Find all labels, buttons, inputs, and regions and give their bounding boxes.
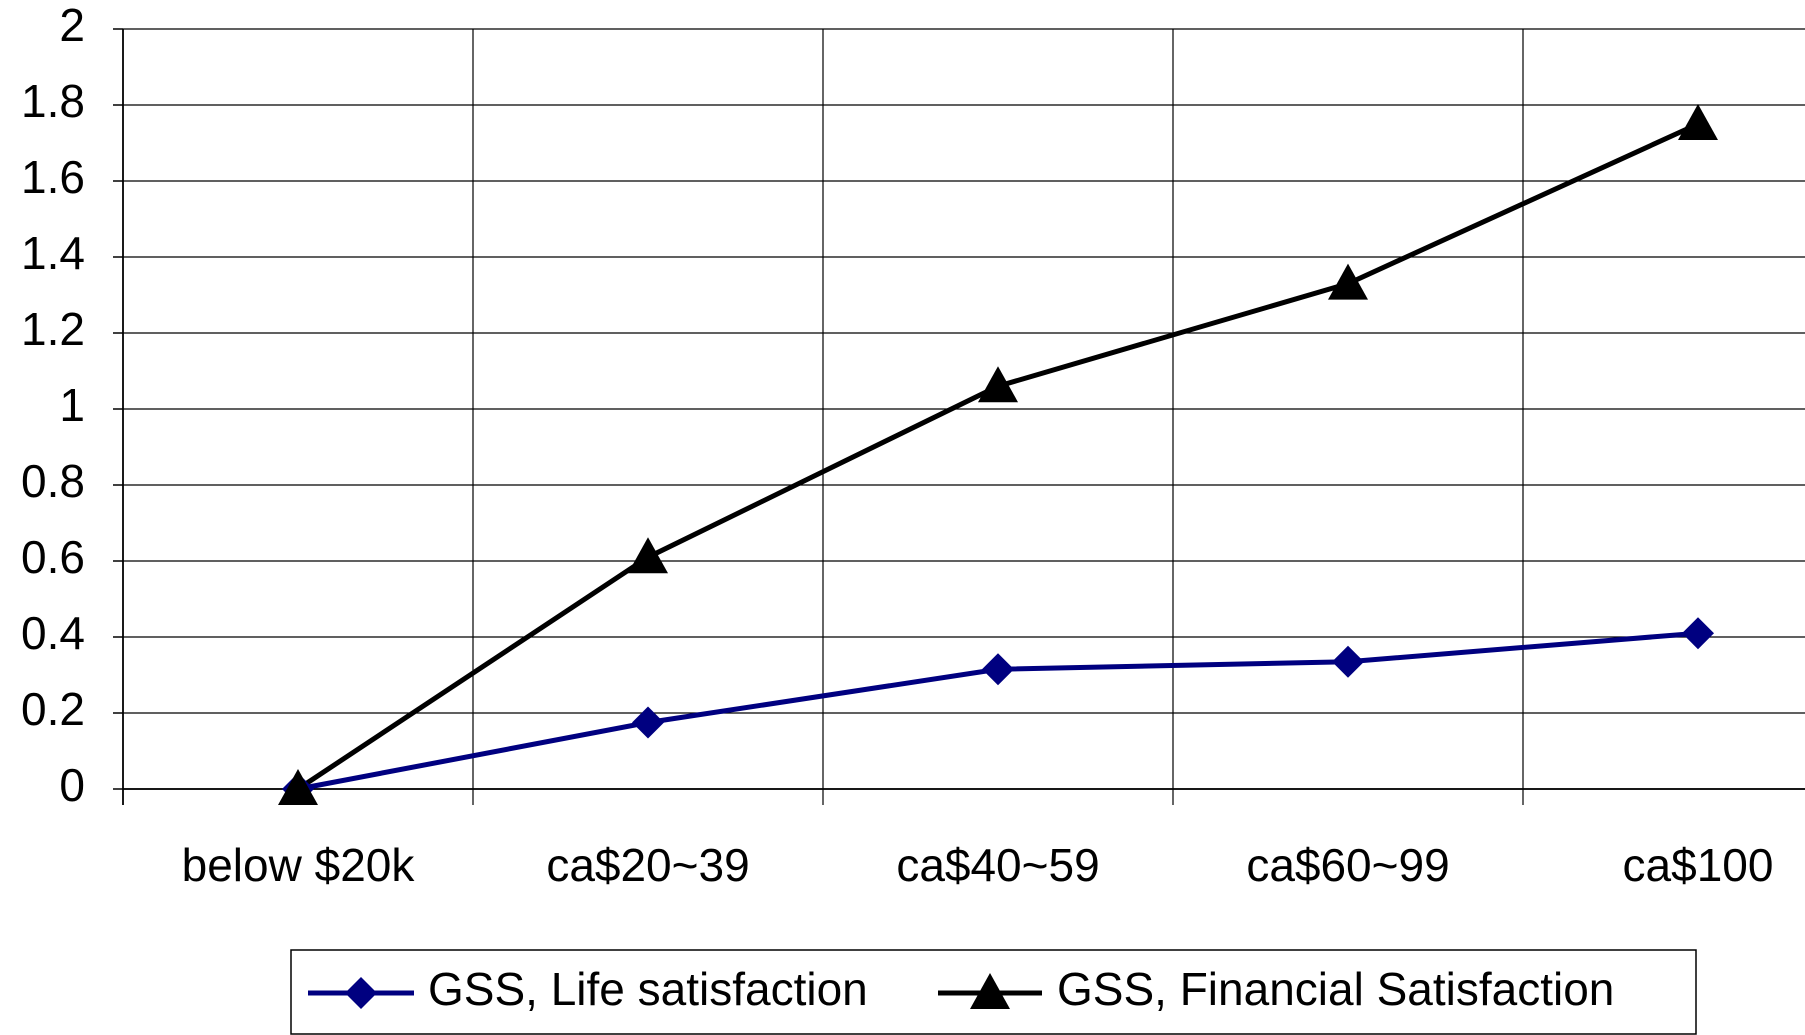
y-tick-label: 0.2 (21, 683, 85, 735)
legend-label: GSS, Life satisfaction (428, 963, 868, 1015)
legend-label: GSS, Financial Satisfaction (1057, 963, 1614, 1015)
marker (632, 706, 664, 739)
marker (978, 366, 1018, 403)
y-tick-label: 1.6 (21, 151, 85, 203)
x-tick-label: ca$20~39 (546, 839, 749, 891)
y-tick-label: 1 (59, 379, 85, 431)
marker (1678, 104, 1718, 140)
marker (1328, 263, 1368, 300)
marker (278, 769, 318, 805)
marker (1332, 645, 1364, 678)
series-line (296, 121, 1700, 792)
y-tick-label: 0.6 (21, 531, 85, 583)
y-tick-label: 2 (59, 0, 85, 51)
y-tick-label: 0.4 (21, 607, 85, 659)
x-tick-label: below $20k (182, 839, 416, 891)
legend-marker (345, 977, 377, 1009)
y-tick-label: 0.8 (21, 455, 85, 507)
y-tick-label: 1.2 (21, 303, 85, 355)
y-tick-label: 1.8 (21, 75, 85, 127)
x-tick-label: ca$60~99 (1246, 839, 1449, 891)
legend-marker (970, 973, 1010, 1009)
y-tick-label: 0 (59, 759, 85, 811)
legend-box (290, 949, 1697, 1035)
marker (628, 537, 668, 574)
x-tick-label: ca$40~59 (896, 839, 1099, 891)
x-tick-label: ca$100 (1623, 839, 1774, 891)
marker (982, 653, 1014, 686)
marker (1682, 617, 1714, 650)
y-tick-label: 1.4 (21, 227, 85, 279)
